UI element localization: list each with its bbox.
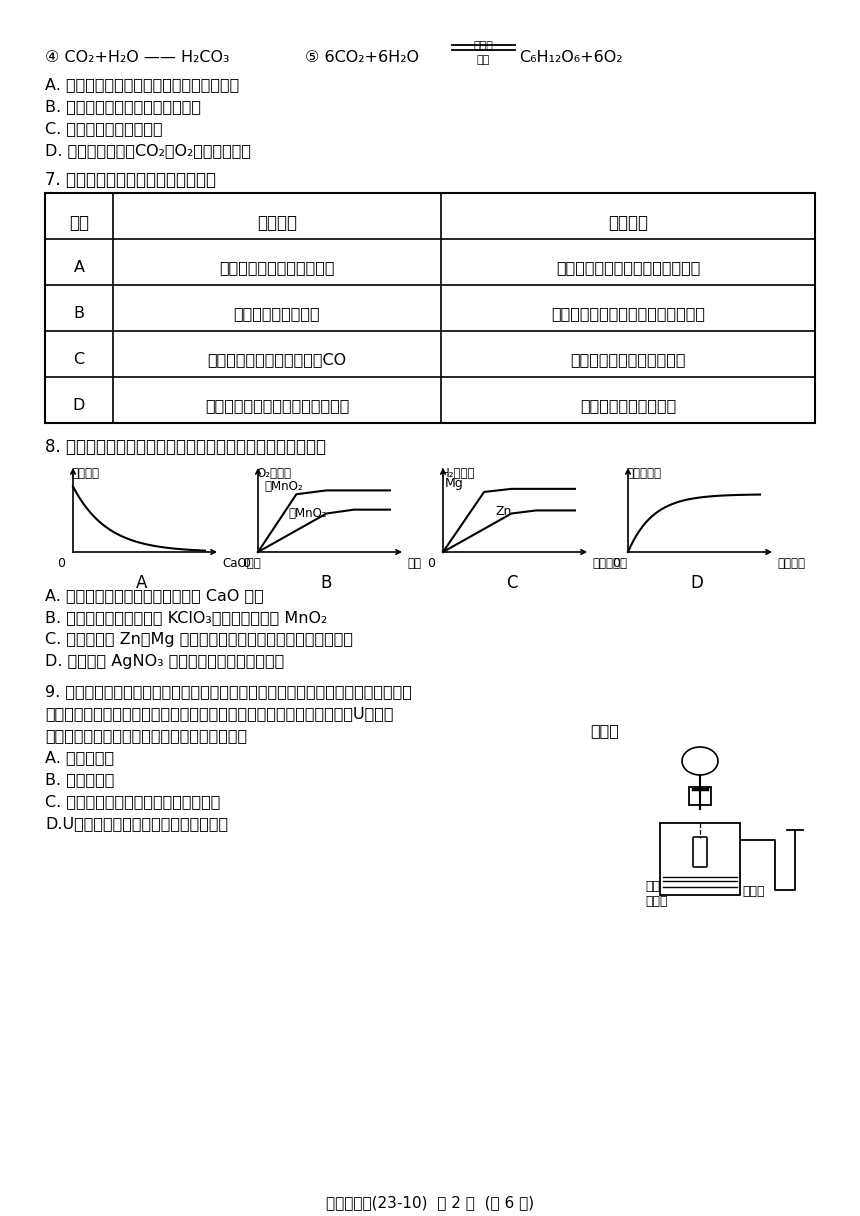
Text: 实验方案: 实验方案 xyxy=(608,214,648,232)
Text: 铜粉质量: 铜粉质量 xyxy=(777,557,805,570)
Text: 取样，加水后分别滴入无色酥酶溶液: 取样，加水后分别滴入无色酥酶溶液 xyxy=(551,306,705,321)
Ellipse shape xyxy=(682,747,718,775)
Text: 鉴别生石灰与熟石灰: 鉴别生石灰与熟石灰 xyxy=(234,306,320,321)
Text: 打开分液漏斗活塞，将液体甲加入乙中，关闭活塞，观察到石灰水变浑，U形管左: 打开分液漏斗活塞，将液体甲加入乙中，关闭活塞，观察到石灰水变浑，U形管左 xyxy=(45,706,394,721)
Text: 9. 如图，用细线吠置在广口瓶内的小试管中盛有固体乙，广口瓶中盛有饱和石灰水。: 9. 如图，用细线吠置在广口瓶内的小试管中盛有固体乙，广口瓶中盛有饱和石灰水。 xyxy=(45,683,412,699)
Text: 时间: 时间 xyxy=(407,557,421,570)
Text: Zn: Zn xyxy=(495,505,512,518)
Text: 侧液面降低，右侧液面升高。下列说法正确的是: 侧液面降低，右侧液面升高。下列说法正确的是 xyxy=(45,728,247,743)
Text: D.U形管左、右两侧液面差始终保持不变: D.U形管左、右两侧液面差始终保持不变 xyxy=(45,816,228,831)
Text: 溶液质量: 溶液质量 xyxy=(71,467,99,480)
Text: H₂的质量: H₂的质量 xyxy=(441,467,476,480)
Text: A: A xyxy=(136,574,147,592)
FancyBboxPatch shape xyxy=(693,837,707,867)
Text: 叶绿素: 叶绿素 xyxy=(474,41,494,51)
Text: O₂的质量: O₂的质量 xyxy=(256,467,291,480)
Text: CaO质量: CaO质量 xyxy=(222,557,261,570)
Text: ⑤ 6CO₂+6H₂O: ⑤ 6CO₂+6H₂O xyxy=(305,50,419,64)
Text: B. 乙一定是盐: B. 乙一定是盐 xyxy=(45,772,114,787)
Text: 选项: 选项 xyxy=(69,214,89,232)
Text: 除去高炉炼铁尾气中的少量CO: 除去高炉炼铁尾气中的少量CO xyxy=(207,351,347,367)
Text: 加水溶解后，蕉发结晶: 加水溶解后，蕉发结晶 xyxy=(580,398,676,413)
Text: 8. 下列图像能正确反映对应过程中相关物理量的变化趋势的是: 8. 下列图像能正确反映对应过程中相关物理量的变化趋势的是 xyxy=(45,438,326,456)
Text: 光照: 光照 xyxy=(477,55,490,64)
Text: ④ CO₂+H₂O —— H₂CO₃: ④ CO₂+H₂O —— H₂CO₃ xyxy=(45,50,230,64)
Text: 固体总质量: 固体总质量 xyxy=(626,467,661,480)
Text: 无MnO₂: 无MnO₂ xyxy=(288,507,327,520)
Text: 0: 0 xyxy=(57,557,65,570)
Text: 固体乙: 固体乙 xyxy=(742,885,765,897)
Text: C: C xyxy=(73,351,84,367)
Text: A. 上述反应前后，碳元素化合价均发生改变: A. 上述反应前后，碳元素化合价均发生改变 xyxy=(45,77,239,92)
Text: 稀硫酸质量: 稀硫酸质量 xyxy=(592,557,627,570)
Text: A. 甲可能是酸: A. 甲可能是酸 xyxy=(45,750,114,765)
Text: A. 向一定量饱和石灰水中逐渐加入 CaO 粉末: A. 向一定量饱和石灰水中逐渐加入 CaO 粉末 xyxy=(45,589,264,603)
Text: D. 在一定条件下，CO₂和O₂可以相互转化: D. 在一定条件下，CO₂和O₂可以相互转化 xyxy=(45,143,251,158)
Bar xyxy=(45,193,815,423)
Text: C. 甲、乙发生的反应一定是复分解反应: C. 甲、乙发生的反应一定是复分解反应 xyxy=(45,794,220,809)
Bar xyxy=(660,823,740,895)
Text: D. 向一定量 AgNO₃ 溶液中逐渐加入铜粉至过量: D. 向一定量 AgNO₃ 溶液中逐渐加入铜粉至过量 xyxy=(45,654,285,669)
Text: Mg: Mg xyxy=(445,477,464,490)
Text: 0: 0 xyxy=(427,557,435,570)
Text: 实验目的: 实验目的 xyxy=(257,214,297,232)
Text: 将尾气经过燃烧处理后排放: 将尾气经过燃烧处理后排放 xyxy=(570,351,685,367)
Text: C. 向等质量的 Zn、Mg 中分别逐渐加入等溶质质量分数的稀硫酸: C. 向等质量的 Zn、Mg 中分别逐渐加入等溶质质量分数的稀硫酸 xyxy=(45,632,353,647)
Text: 0: 0 xyxy=(612,557,620,570)
Text: B: B xyxy=(321,574,332,592)
Text: 0: 0 xyxy=(242,557,250,570)
Bar xyxy=(689,787,711,805)
Text: 九年级化学(23-10)  第 2 页  (共 6 页): 九年级化学(23-10) 第 2 页 (共 6 页) xyxy=(326,1195,534,1210)
Text: 7. 下列实验方案能达到实验目的的是: 7. 下列实验方案能达到实验目的的是 xyxy=(45,171,216,188)
Text: 分离硒酸鑇和氯化钙的固体混合物: 分离硒酸鑇和氯化钙的固体混合物 xyxy=(205,398,349,413)
Text: 饱和
石灸水: 饱和 石灸水 xyxy=(645,880,667,908)
Text: 有MnO₂: 有MnO₂ xyxy=(265,480,304,492)
Text: 液体甲: 液体甲 xyxy=(590,724,619,738)
Text: B. 分别加热两份等质量的 KClO₃，其中一份加入 MnO₂: B. 分别加热两份等质量的 KClO₃，其中一份加入 MnO₂ xyxy=(45,610,328,625)
Text: C. 上述反应均为化合反应: C. 上述反应均为化合反应 xyxy=(45,122,163,136)
Text: B. 反应物相同时，生成物一定相同: B. 反应物相同时，生成物一定相同 xyxy=(45,98,201,114)
Text: C₆H₁₂O₆+6O₂: C₆H₁₂O₆+6O₂ xyxy=(519,50,623,64)
Text: A: A xyxy=(73,260,84,275)
Text: D: D xyxy=(73,398,85,413)
Text: 点燃后在火焰上方罩干、冷小烧材: 点燃后在火焰上方罩干、冷小烧材 xyxy=(556,260,700,275)
Text: D: D xyxy=(690,574,703,592)
Text: B: B xyxy=(73,306,84,321)
Text: 检验甲烷中含有碳、氢元素: 检验甲烷中含有碳、氢元素 xyxy=(219,260,335,275)
Text: C: C xyxy=(506,574,517,592)
